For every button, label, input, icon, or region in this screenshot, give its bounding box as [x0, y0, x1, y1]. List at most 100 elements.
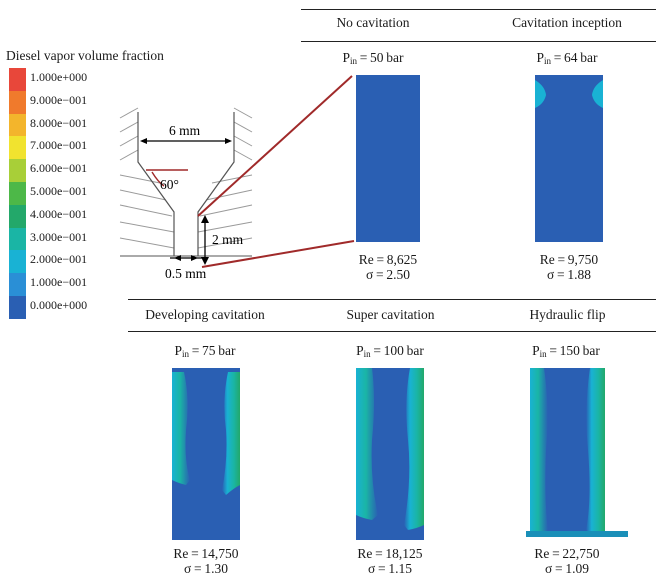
- pin-label: Pin = 64 bar: [507, 50, 627, 66]
- pin-subscript: in: [350, 56, 358, 66]
- arrowhead: [225, 138, 232, 144]
- pin-unit: bar: [383, 50, 404, 65]
- pin-value: 75: [202, 343, 216, 358]
- reynolds-number: Re = 18,125: [357, 546, 423, 561]
- header-cavitation-inception: Cavitation inception: [512, 15, 622, 30]
- legend-swatch: [9, 136, 26, 160]
- legend-swatch: [9, 182, 26, 205]
- contour-field: [535, 75, 603, 242]
- legend-tick-label: 8.000e−001: [30, 115, 88, 130]
- arrowhead: [191, 255, 198, 261]
- legend-swatch: [9, 90, 26, 114]
- pin-unit: bar: [403, 343, 424, 358]
- stats-hydraulic-flip: Re = 22,750 σ = 1.09: [507, 546, 627, 576]
- legend-tick-label: 1.000e+000: [30, 70, 88, 84]
- zoom-line-bottom: [201, 240, 355, 268]
- header-developing-cavitation: Developing cavitation: [145, 307, 265, 322]
- pin-unit: bar: [579, 343, 600, 358]
- arrowhead: [174, 255, 181, 261]
- pin-eq: =: [189, 343, 203, 358]
- legend-tick-label: 1.000e−001: [30, 275, 88, 290]
- vapor-region-right: [586, 368, 605, 534]
- arrowhead: [201, 215, 209, 223]
- vapor-region-right: [222, 372, 240, 495]
- pin-eq: =: [370, 343, 384, 358]
- legend-tick-label: 5.000e−001: [30, 184, 88, 198]
- pin-label: Pin = 100 bar: [330, 343, 450, 359]
- pin-label: Pin = 150 bar: [506, 343, 626, 359]
- legend-swatch: [9, 204, 26, 228]
- pin-prefix: P: [342, 50, 350, 65]
- vapor-region-left: [535, 80, 546, 108]
- pin-subscript: in: [539, 349, 547, 359]
- header-super-cavitation: Super cavitation: [346, 307, 435, 322]
- reynolds-number: Re = 8,625: [358, 252, 418, 267]
- contour-developing-cavitation: [172, 368, 240, 540]
- pin-subscript: in: [363, 349, 371, 359]
- vapor-region-left: [172, 372, 190, 485]
- top-rule-1: [301, 9, 656, 10]
- contour-field: [356, 75, 420, 242]
- contour-super-cavitation: [356, 368, 424, 540]
- contour-hydraulic-flip: [526, 368, 628, 537]
- pin-prefix: P: [356, 343, 364, 358]
- arrowhead: [140, 138, 147, 144]
- stats-super-cavitation: Re = 18,125 σ = 1.15: [330, 546, 450, 576]
- legend-title: Diesel vapor volume fraction: [6, 48, 164, 63]
- pin-unit: bar: [577, 50, 598, 65]
- contour-no-cavitation: [356, 75, 420, 242]
- cavitation-number: σ = 1.88: [547, 267, 591, 282]
- cavitation-number: σ = 1.09: [545, 561, 589, 576]
- top-rule-2: [128, 299, 656, 300]
- nozzle-schematic: 6 mm 60° 2 mm 0.5 mm: [119, 75, 355, 281]
- reynolds-number: Re = 9,750: [539, 252, 599, 267]
- legend-swatch: [9, 227, 26, 251]
- pin-value: 150: [559, 343, 580, 358]
- header-hydraulic-flip: Hydraulic flip: [529, 307, 606, 322]
- arrowhead: [201, 257, 209, 265]
- pin-value: 50: [370, 50, 384, 65]
- legend-tick-label: 9.000e−001: [30, 92, 88, 107]
- header-rule-2: [128, 331, 656, 332]
- header-no-cavitation: No cavitation: [336, 15, 410, 30]
- legend-tick-label: 0.000e+000: [30, 298, 88, 312]
- vapor-region-right: [592, 80, 603, 108]
- pin-unit: bar: [215, 343, 236, 358]
- legend-swatch: [9, 68, 26, 91]
- orifice-label: 0.5 mm: [165, 266, 207, 281]
- nozzle-wall-left: [137, 112, 175, 256]
- wall-hatching: [119, 107, 253, 249]
- cavitation-number: σ = 1.30: [184, 561, 228, 576]
- legend-swatch: [9, 273, 26, 297]
- pin-eq: =: [551, 50, 565, 65]
- pin-eq: =: [357, 50, 371, 65]
- pin-prefix: P: [536, 50, 544, 65]
- pin-value: 64: [564, 50, 578, 65]
- contour-cavitation-inception: [535, 75, 603, 242]
- pin-eq: =: [546, 343, 560, 358]
- angle-arc: [151, 171, 165, 187]
- vapor-region-left: [530, 368, 548, 534]
- pin-subscript: in: [544, 56, 552, 66]
- reynolds-number: Re = 14,750: [173, 546, 239, 561]
- legend-swatch: [9, 250, 26, 274]
- legend-tick-label: 7.000e−001: [30, 138, 88, 153]
- zoom-line-top: [197, 75, 353, 217]
- vapor-region-right: [404, 368, 424, 530]
- width-label: 6 mm: [169, 123, 201, 138]
- legend-tick-label: 6.000e−001: [30, 161, 88, 176]
- reynolds-number: Re = 22,750: [534, 546, 600, 561]
- pin-prefix: P: [174, 343, 182, 358]
- pin-label: Pin = 50 bar: [313, 50, 433, 66]
- cavitation-number: σ = 2.50: [366, 267, 410, 282]
- stats-cavitation-inception: Re = 9,750 σ = 1.88: [509, 252, 629, 282]
- outlet-vapor-band: [526, 531, 628, 537]
- pin-prefix: P: [532, 343, 540, 358]
- legend-tick-label: 4.000e−001: [30, 206, 88, 221]
- legend-swatch: [9, 159, 26, 183]
- angle-label: 60°: [160, 177, 179, 192]
- header-rule-1: [301, 41, 656, 42]
- legend-swatch: [9, 113, 26, 137]
- vapor-region-left: [356, 368, 378, 520]
- pin-label: Pin = 75 bar: [145, 343, 265, 359]
